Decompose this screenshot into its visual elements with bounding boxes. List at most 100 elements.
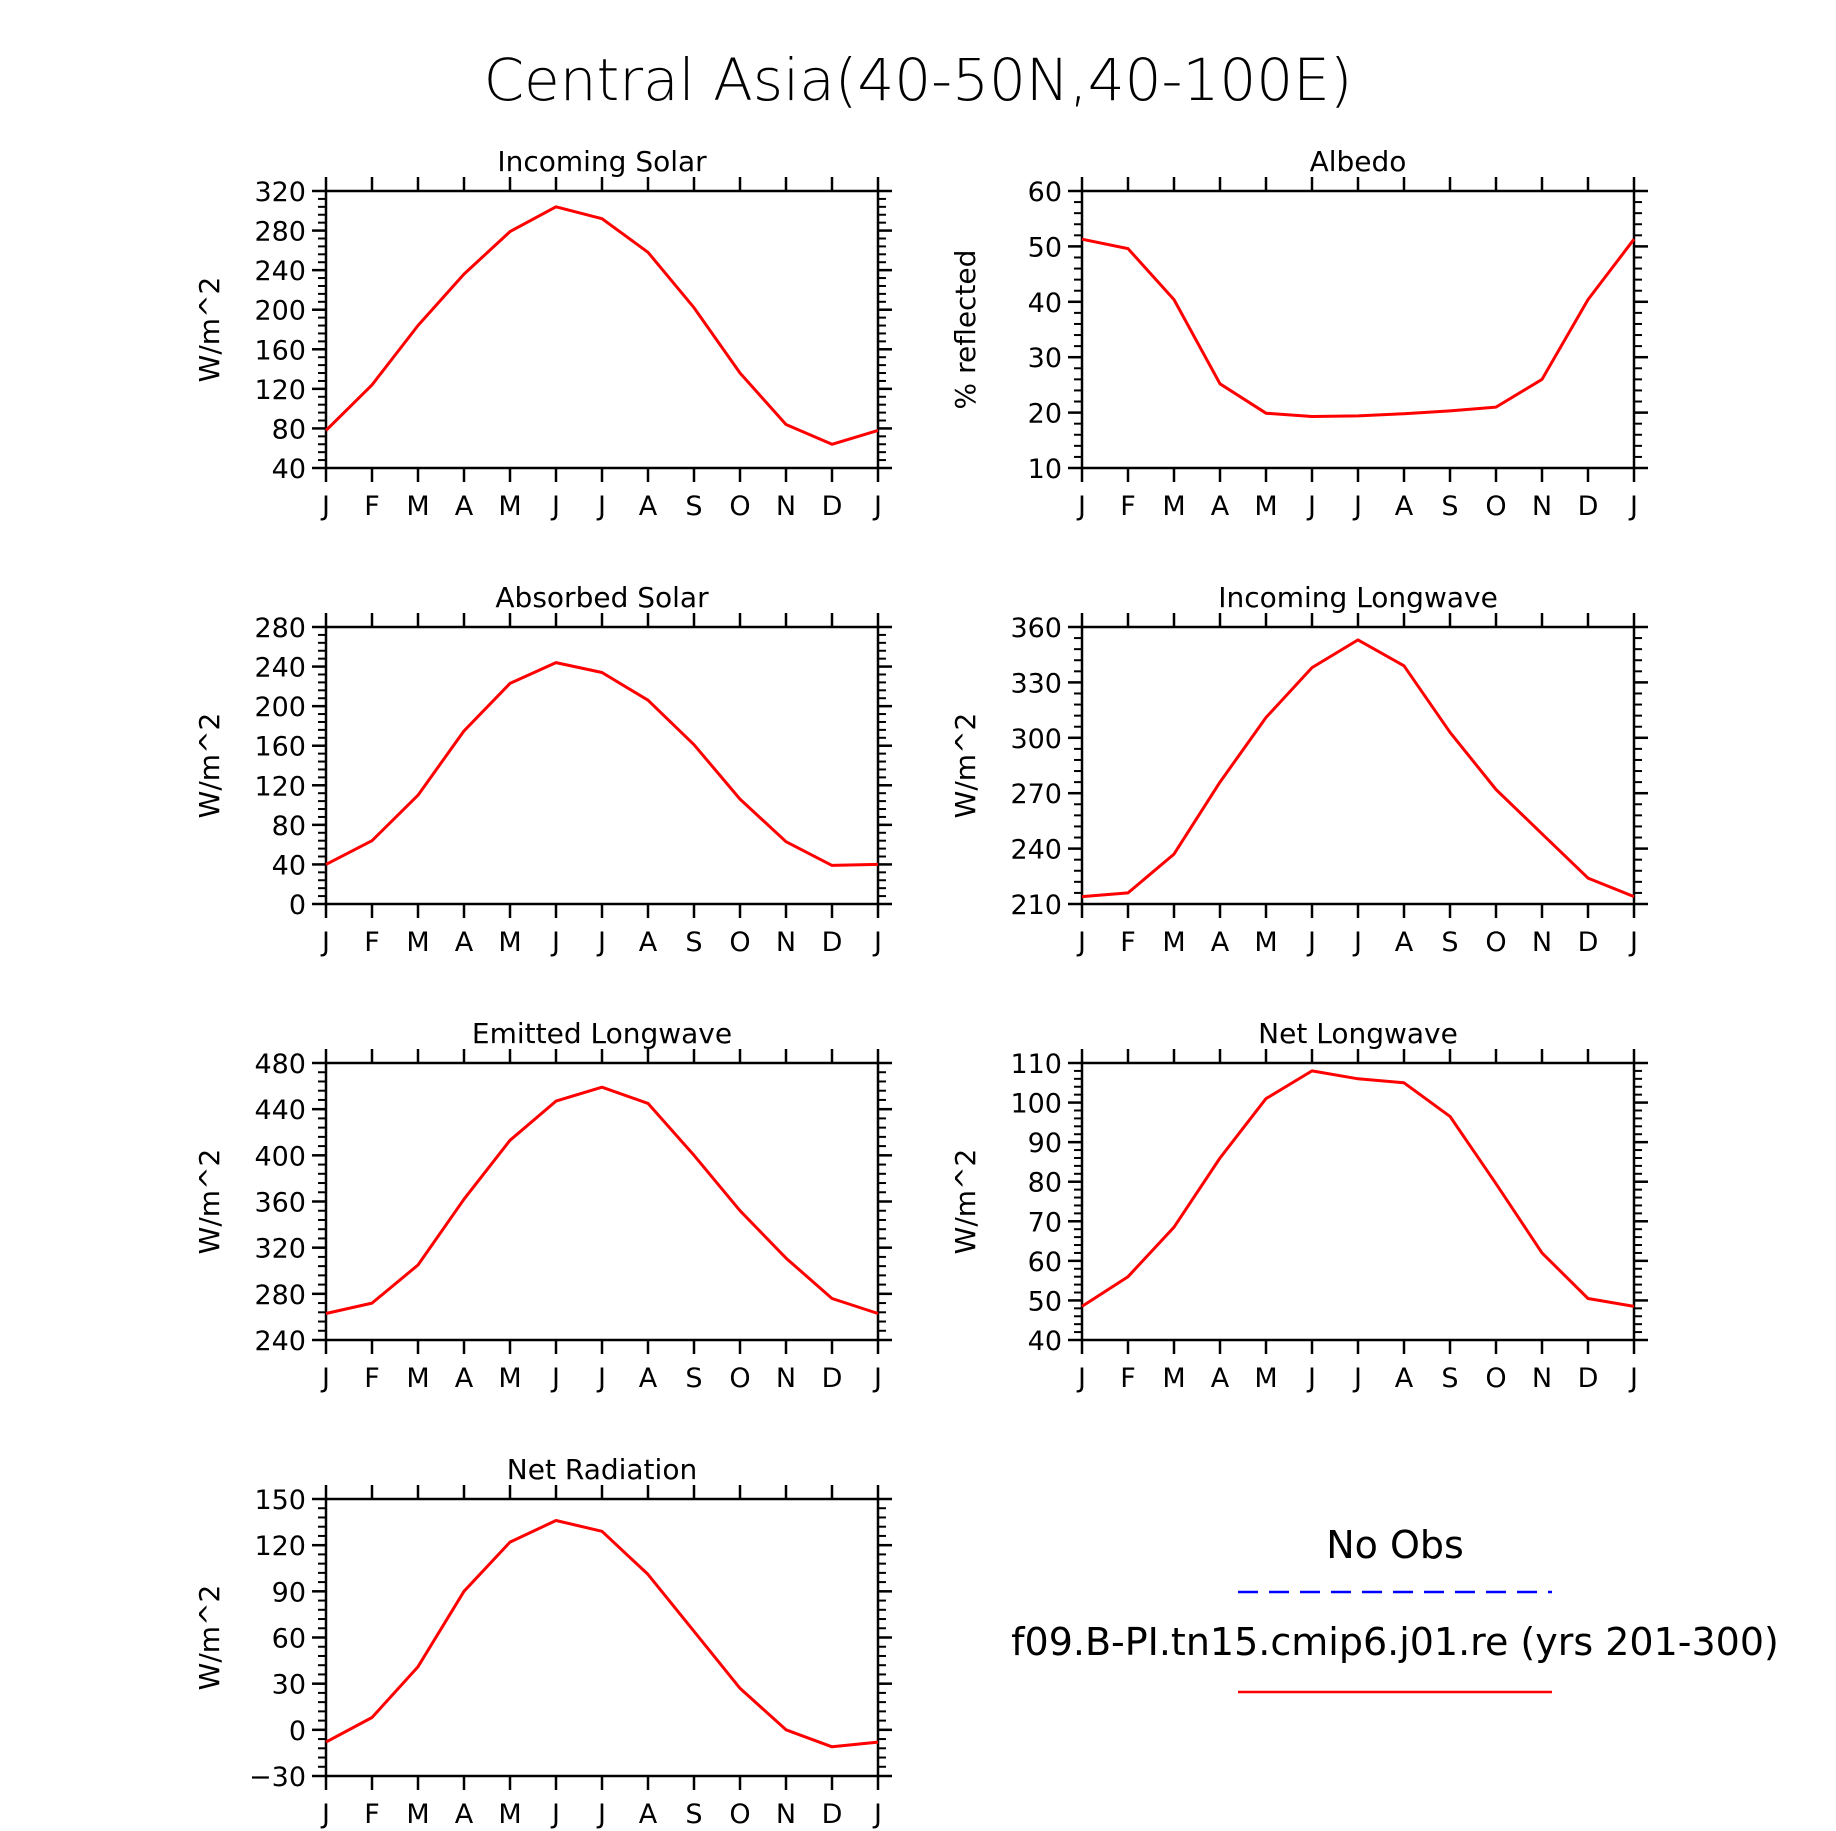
y-tick-label: 160 (254, 732, 306, 763)
y-tick-label: 80 (272, 811, 306, 842)
plot-frame-albedo (1080, 189, 1636, 470)
y-tick-label: 120 (254, 1531, 306, 1562)
y-tick-label: 480 (254, 1049, 306, 1080)
x-tick-label: M (1162, 1363, 1185, 1394)
y-tick-label: 300 (1010, 724, 1062, 755)
panel-emitted-longwave: Emitted Longwave W/m^2 240 280 320 360 400 440 4… (193, 1017, 892, 1394)
y-tick-label: 30 (1028, 343, 1062, 374)
legend: No Obs f09.B-PI.tn15.cmip6.j01.re (yrs 2… (1011, 1523, 1779, 1694)
x-tick-label: M (498, 927, 521, 958)
y-tick-label: 360 (254, 1188, 306, 1219)
y-tick-label: 60 (272, 1624, 306, 1655)
x-tick-label: S (1441, 491, 1458, 522)
series-line-incoming-solar (324, 205, 879, 446)
y-tick-label: 100 (1010, 1089, 1062, 1120)
panel-title-incoming-longwave: Incoming Longwave (1218, 581, 1498, 614)
y-axis-label-incoming-longwave: W/m^2 (949, 713, 982, 819)
x-tick-label: J (596, 1799, 606, 1830)
y-tick-label: 10 (1028, 454, 1062, 485)
x-tick-label: J (1352, 1363, 1362, 1394)
plot-frame-emitted-longwave (324, 1061, 880, 1342)
plot-frame-net-radiation (324, 1497, 880, 1778)
y-tick-label: 20 (1028, 399, 1062, 430)
y-tick-label: 120 (254, 771, 306, 802)
x-tick-label: M (1254, 491, 1277, 522)
series-line-net-longwave (1081, 1069, 1635, 1308)
x-tick-label: F (364, 927, 380, 958)
x-tick-label: M (406, 1363, 429, 1394)
y-tick-label: 50 (1028, 232, 1062, 263)
y-tick-label: 40 (272, 454, 306, 485)
figure-title: Central Asia(40-50N,40-100E) (484, 46, 1353, 114)
x-tick-label: S (1441, 927, 1458, 958)
x-tick-label: D (822, 491, 843, 522)
x-tick-label: F (364, 1799, 380, 1830)
x-tick-label: S (685, 927, 702, 958)
x-tick-label: J (1306, 491, 1316, 522)
x-tick-label: J (550, 927, 560, 958)
x-tick-label: S (685, 491, 702, 522)
x-tick-label: J (550, 1799, 560, 1830)
y-tick-label: 40 (1028, 1326, 1062, 1357)
x-tick-label: S (685, 1363, 702, 1394)
x-tick-label: N (1532, 1363, 1552, 1394)
x-tick-label: S (1441, 1363, 1458, 1394)
legend-obs-label: No Obs (1326, 1523, 1464, 1567)
x-tick-label: J (550, 1363, 560, 1394)
x-tick-label: J (320, 1799, 330, 1830)
series-line-emitted-longwave (325, 1085, 879, 1315)
x-tick-label: M (406, 1799, 429, 1830)
x-tick-label: O (729, 1799, 750, 1830)
plot-frame-absorbed-solar (324, 625, 880, 906)
x-tick-label: J (1076, 491, 1086, 522)
x-tick-label: A (639, 1363, 658, 1394)
x-tick-label: J (1306, 1363, 1316, 1394)
x-tick-label: N (1532, 927, 1552, 958)
series-line-absorbed-solar (325, 661, 879, 867)
x-tick-label: J (596, 491, 606, 522)
x-tick-label: M (498, 1799, 521, 1830)
x-tick-label: O (729, 927, 750, 958)
y-tick-label: 90 (272, 1577, 306, 1608)
y-tick-label: 280 (254, 613, 306, 644)
x-tick-label: F (1120, 927, 1136, 958)
y-tick-label: 210 (1010, 890, 1062, 921)
series-line-albedo (1081, 237, 1636, 418)
y-tick-label: 90 (1028, 1128, 1062, 1159)
x-tick-label: D (1578, 491, 1599, 522)
x-tick-label: A (1395, 927, 1414, 958)
x-tick-label: N (776, 927, 796, 958)
y-tick-label: 280 (254, 1280, 306, 1311)
y-tick-label: 60 (1028, 177, 1062, 208)
x-tick-label: A (455, 1799, 474, 1830)
x-tick-label: F (364, 1363, 380, 1394)
x-tick-label: N (1532, 491, 1552, 522)
plot-frame-incoming-longwave (1080, 625, 1636, 906)
y-tick-label: 110 (1010, 1049, 1062, 1080)
x-tick-label: M (1254, 1363, 1277, 1394)
panel-title-incoming-solar: Incoming Solar (497, 145, 707, 178)
y-tick-label: 0 (289, 890, 306, 921)
y-tick-label: −30 (249, 1762, 306, 1793)
x-tick-label: A (1211, 1363, 1230, 1394)
y-tick-label: 400 (254, 1141, 306, 1172)
x-tick-label: A (455, 927, 474, 958)
panel-title-net-radiation: Net Radiation (507, 1453, 697, 1486)
x-tick-label: F (1120, 1363, 1136, 1394)
y-tick-label: 150 (254, 1485, 306, 1516)
x-tick-label: J (1306, 927, 1316, 958)
x-tick-label: J (872, 927, 882, 958)
x-tick-label: D (1578, 1363, 1599, 1394)
y-tick-label: 240 (254, 653, 306, 684)
x-tick-label: A (639, 491, 658, 522)
x-tick-label: O (1485, 1363, 1506, 1394)
x-tick-label: J (1076, 1363, 1086, 1394)
y-tick-label: 240 (254, 256, 306, 287)
legend-model-label: f09.B-PI.tn15.cmip6.j01.re (yrs 201-300) (1011, 1620, 1779, 1664)
y-axis-label-emitted-longwave: W/m^2 (193, 1149, 226, 1255)
x-tick-label: M (406, 491, 429, 522)
y-axis-label-net-radiation: W/m^2 (193, 1585, 226, 1691)
x-tick-label: M (1162, 927, 1185, 958)
